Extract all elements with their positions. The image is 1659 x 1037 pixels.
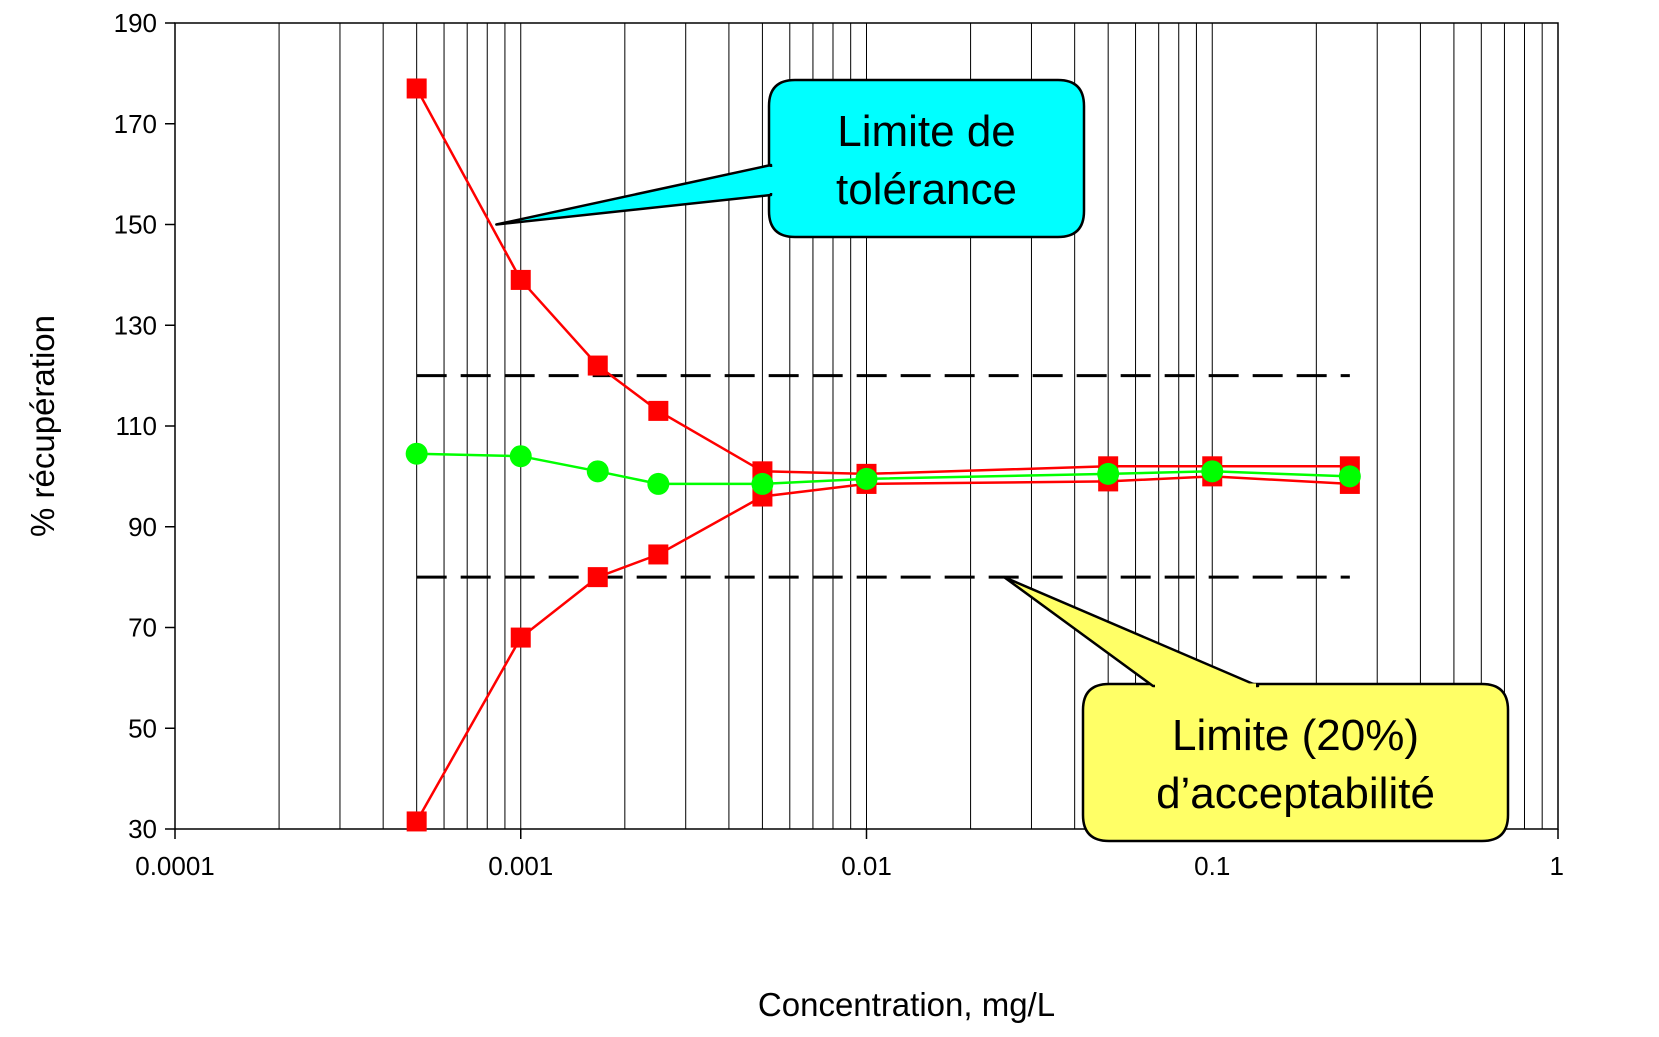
callout-text-line: Limite de — [837, 107, 1016, 156]
data-point-circle — [405, 442, 428, 465]
data-point-circle — [1201, 460, 1224, 483]
data-point-circle — [1338, 465, 1361, 488]
data-point-square — [648, 400, 669, 421]
callout-box — [767, 78, 1086, 239]
callout-pointer — [1002, 575, 1260, 688]
callout-text-line: Limite (20%) — [1172, 711, 1419, 760]
x-tick-label: 0.01 — [841, 851, 892, 881]
y-tick-label: 170 — [114, 109, 157, 139]
x-tick-label: 0.001 — [488, 851, 553, 881]
x-tick-label: 0.0001 — [135, 851, 215, 881]
y-tick-label: 30 — [128, 814, 157, 844]
callout-text-line: tolérance — [836, 165, 1017, 214]
callout-0: Limite de tolérance — [495, 78, 1086, 239]
data-point-square — [406, 811, 427, 832]
callout-1: Limite (20%) d’acceptabilité — [1002, 575, 1510, 843]
callout-box — [1081, 682, 1510, 843]
y-tick-label: 50 — [128, 713, 157, 743]
x-axis-title: Concentration, mg/L — [758, 986, 1055, 1023]
series-layer — [405, 78, 1361, 832]
data-point-square — [587, 355, 608, 376]
reference-lines — [416, 374, 1350, 579]
axis-layer: 30 50 70 90 110 130 150 170 190 0.0001 0.001 0.01 0.… — [114, 8, 1564, 881]
x-tick-label: 1 — [1550, 851, 1564, 881]
y-tick-label: 110 — [116, 411, 157, 441]
data-point-circle — [647, 472, 670, 495]
data-point-circle — [751, 472, 774, 495]
y-tick-label: 90 — [128, 512, 157, 542]
data-point-circle — [509, 445, 532, 468]
y-axis-title: % récupération — [24, 315, 61, 537]
callout-layer: Limite de tolérance Limite (20%) d’acceptab… — [495, 78, 1510, 843]
data-point-square — [648, 544, 669, 565]
data-point-square — [406, 78, 427, 99]
y-tick-label: 190 — [114, 8, 157, 38]
y-tick-label: 70 — [128, 613, 157, 643]
data-point-square — [510, 627, 531, 648]
y-tick-label: 130 — [114, 310, 157, 340]
data-point-circle — [586, 460, 609, 483]
x-tick-label: 0.1 — [1194, 851, 1230, 881]
callout-pointer — [495, 163, 773, 226]
data-point-circle — [855, 467, 878, 490]
data-point-square — [587, 567, 608, 588]
data-point-square — [510, 269, 531, 290]
callout-text-line: d’acceptabilité — [1156, 769, 1435, 818]
y-tick-label: 150 — [114, 210, 157, 240]
data-point-circle — [1097, 462, 1120, 485]
series-2 — [405, 442, 1361, 495]
